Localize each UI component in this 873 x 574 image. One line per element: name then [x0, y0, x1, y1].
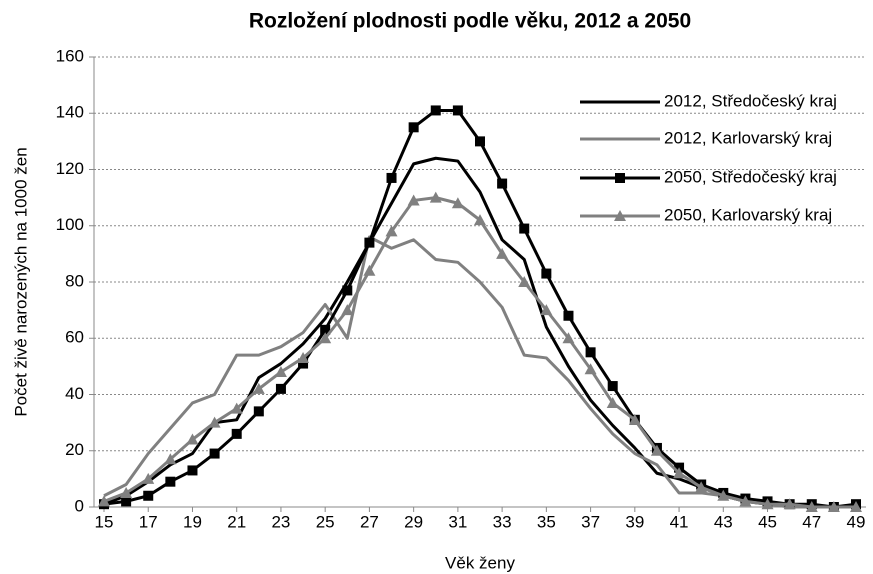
y-tick-label: 160: [56, 46, 84, 65]
x-tick-label: 33: [493, 512, 512, 531]
x-tick-label: 23: [271, 512, 290, 531]
point: [584, 363, 597, 375]
x-tick-label: 15: [95, 512, 114, 531]
y-tick-label: 40: [65, 384, 84, 403]
point: [695, 481, 708, 493]
point: [606, 396, 619, 408]
point: [850, 501, 862, 512]
point: [540, 304, 553, 316]
y-tick-label: 100: [56, 215, 84, 234]
point: [474, 214, 486, 226]
point: [231, 428, 242, 439]
legend-label: 2050, Středočeský kraj: [664, 167, 837, 186]
point: [585, 347, 596, 358]
point: [475, 136, 485, 147]
point: [143, 490, 154, 501]
point: [408, 122, 419, 133]
point: [252, 382, 265, 394]
point: [342, 285, 353, 296]
point: [628, 413, 641, 425]
series-line: [103, 235, 856, 509]
point: [761, 498, 774, 510]
x-tick-label: 45: [758, 512, 777, 531]
point: [297, 351, 310, 363]
point: [165, 476, 176, 487]
point: [452, 105, 463, 116]
point: [187, 465, 198, 476]
point: [253, 406, 264, 417]
point: [386, 172, 397, 183]
x-tick-label: 31: [448, 512, 467, 531]
point: [650, 444, 663, 456]
point: [275, 383, 286, 394]
legend-label: 2050, Karlovarský kraj: [664, 205, 832, 224]
legend-label: 2012, Karlovarský kraj: [664, 128, 832, 147]
point: [186, 433, 199, 445]
x-tick-label: 43: [714, 512, 733, 531]
point: [364, 237, 375, 248]
point: [607, 381, 618, 392]
point: [98, 495, 110, 507]
point: [497, 178, 508, 189]
point: [805, 501, 818, 512]
x-axis-label: Věk ženy: [445, 553, 515, 572]
y-tick-label: 140: [56, 103, 84, 122]
x-tick-label: 39: [625, 512, 644, 531]
y-tick-label: 0: [75, 496, 84, 515]
point: [120, 486, 133, 498]
point: [563, 310, 574, 321]
point: [429, 191, 442, 203]
point: [209, 448, 220, 459]
y-axis-label: Počet živě narozených na 1000 žen: [11, 147, 30, 416]
x-tick-label: 29: [404, 512, 423, 531]
x-tick-label: 49: [847, 512, 866, 531]
x-tick-label: 47: [802, 512, 821, 531]
point: [230, 402, 243, 414]
point: [615, 173, 625, 183]
y-tick-label: 80: [65, 271, 84, 290]
point: [320, 324, 331, 335]
x-tick-label: 25: [316, 512, 335, 531]
point: [518, 276, 531, 287]
point: [407, 194, 420, 206]
x-tick-label: 21: [227, 512, 246, 531]
point: [673, 467, 686, 479]
point: [739, 495, 752, 507]
point: [208, 416, 221, 428]
point: [319, 332, 332, 344]
point: [562, 332, 575, 344]
x-tick-label: 35: [537, 512, 556, 531]
series-line: [103, 196, 856, 509]
chart-title: Rozložení plodnosti podle věku, 2012 a 2…: [249, 10, 691, 33]
legend-label: 2012, Středočeský kraj: [664, 91, 837, 110]
point: [451, 197, 464, 209]
y-tick-label: 120: [56, 159, 84, 178]
point: [614, 210, 626, 221]
point: [363, 264, 376, 276]
point: [430, 105, 441, 116]
x-tick-label: 37: [581, 512, 600, 531]
point: [341, 304, 354, 316]
point: [827, 501, 840, 512]
point: [519, 223, 530, 234]
x-tick-label: 27: [360, 512, 379, 531]
point: [717, 489, 730, 501]
point: [783, 498, 796, 510]
y-tick-label: 60: [65, 328, 84, 347]
point: [496, 247, 509, 259]
point: [385, 225, 398, 237]
point: [142, 472, 155, 484]
point: [121, 496, 132, 507]
x-tick-label: 17: [139, 512, 158, 531]
point: [541, 268, 552, 279]
y-tick-label: 20: [65, 440, 84, 459]
point: [298, 358, 309, 369]
x-tick-label: 19: [183, 512, 202, 531]
point: [274, 366, 287, 377]
x-tick-label: 41: [670, 512, 689, 531]
point: [164, 453, 177, 465]
